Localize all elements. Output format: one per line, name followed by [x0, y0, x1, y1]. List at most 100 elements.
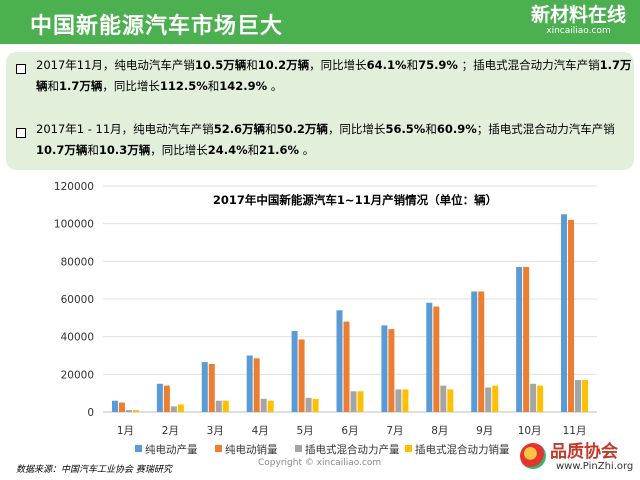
bar [222, 400, 229, 412]
legend-label: 插电式混合动力产量 [305, 443, 400, 456]
bar [516, 266, 523, 412]
bar [343, 321, 350, 412]
highlight-figure: 64.1% [366, 58, 407, 72]
bullet-icon [16, 128, 26, 138]
legend-swatch [405, 445, 412, 452]
bar [260, 398, 267, 412]
bar [132, 410, 139, 412]
bar [523, 266, 530, 412]
highlight-figure: 1.7万辆 [36, 58, 632, 93]
legend-swatch [135, 445, 142, 452]
bar [208, 363, 215, 412]
paragraph-text: ；插电式混合动力汽车产销 [476, 122, 615, 136]
paragraph-text: 和 [87, 143, 99, 157]
highlight-figure: 52.6万辆 [213, 122, 266, 136]
x-tick-label: 10月 [518, 425, 542, 437]
y-tick-label: 0 [87, 407, 94, 419]
bar [291, 331, 298, 412]
x-tick-label: 4月 [252, 425, 269, 437]
highlight-figure: 142.9% [219, 79, 268, 93]
paragraph-text: 2017年1 - 11月，纯电动汽车产销 [36, 122, 214, 136]
bar [201, 362, 208, 412]
paragraph-text: 和 [247, 143, 260, 157]
x-tick-label: 5月 [296, 425, 313, 437]
paragraph-text: ，同比增长 [102, 79, 160, 93]
highlight-figure: 10.5万辆 [194, 58, 247, 72]
brand-logo: 新材料在线 xincailiao.com [531, 4, 626, 37]
bar [582, 379, 589, 412]
bar [298, 339, 305, 412]
pinzhi-logo-mark-icon [520, 443, 546, 469]
x-tick-label: 2月 [162, 425, 179, 437]
bar [350, 391, 357, 412]
bar [118, 402, 125, 412]
highlight-figure: 21.6% [259, 143, 300, 157]
paragraph-text: 和 [406, 58, 419, 72]
bar [492, 385, 499, 412]
data-source-note: 数据来源：中国汽车工业协会 赛瑞研究 [16, 465, 172, 475]
highlight-figure: 10.2万辆 [257, 58, 310, 72]
paragraph-text: ，同比增长 [309, 58, 367, 72]
brand-logo-url: xincailiao.com [546, 26, 611, 36]
paragraph-text: 。 [299, 143, 315, 157]
legend-swatch [215, 445, 222, 452]
bar [381, 325, 388, 412]
paragraph-text: ；插电式混合动力汽车产销 [457, 58, 600, 72]
bar [215, 400, 222, 412]
bar [485, 387, 492, 412]
bar [253, 358, 260, 412]
bar [402, 389, 409, 412]
summary-paragraph-ytd: 2017年1 - 11月，纯电动汽车产销52.6万辆和50.2万辆，同比增长56… [36, 119, 634, 161]
highlight-figure: 56.5% [385, 122, 426, 136]
paragraph-text: ，同比增长 [150, 143, 208, 157]
bar [433, 306, 440, 412]
paragraph-text: 和 [425, 122, 437, 136]
bar [111, 400, 118, 412]
bar [156, 383, 163, 412]
bar [125, 410, 132, 412]
y-tick-label: 80000 [61, 256, 94, 268]
x-tick-label: 11月 [563, 425, 587, 437]
bar [478, 291, 485, 412]
x-tick-label: 3月 [207, 425, 224, 437]
bar [440, 385, 447, 412]
bar [163, 385, 170, 412]
bar [388, 329, 395, 412]
paragraph-text: 2017年11月，纯电动汽车产销 [36, 58, 195, 72]
sales-bar-chart: 2017年中国新能源汽车1~11月产销情况（单位：辆） 0 20000 40000 60… [54, 181, 597, 456]
bar [177, 404, 184, 412]
bar [530, 383, 537, 412]
pinzhi-logo-name: 品质协会 [550, 442, 618, 462]
bar [575, 379, 582, 412]
highlight-figure: 75.9% [418, 58, 458, 72]
y-tick-label: 120000 [54, 181, 94, 193]
y-tick-label: 100000 [54, 219, 94, 231]
bar [170, 406, 177, 412]
summary-box: 2017年11月，纯电动汽车产销10.5万辆和10.2万辆，同比增长64.1%和… [6, 52, 634, 170]
page-title: 中国新能源汽车市场巨大 [30, 14, 284, 39]
legend-label: 纯电动销量 [225, 443, 278, 456]
paragraph-text: 。 [267, 79, 283, 93]
highlight-figure: 60.9% [436, 122, 477, 136]
bar [312, 398, 319, 412]
highlight-figure: 24.4% [207, 143, 248, 157]
header-bar: 中国新能源汽车市场巨大 新材料在线 xincailiao.com [0, 0, 640, 44]
paragraph-text: 和 [246, 58, 258, 72]
x-tick-label: 8月 [431, 425, 448, 437]
bar [537, 385, 544, 412]
legend-swatch [295, 445, 302, 452]
bar [395, 389, 402, 412]
y-tick-label: 40000 [61, 332, 94, 344]
bar [561, 214, 568, 412]
copyright-note: Copyright © xincailiao.com [258, 458, 382, 468]
bar [246, 355, 253, 412]
paragraph-text: 和 [47, 79, 60, 93]
legend-label: 纯电动产量 [145, 443, 198, 456]
pinzhi-logo-url: www.PinZhi.org [556, 461, 634, 472]
paragraph-text: 和 [265, 122, 277, 136]
bar [357, 391, 364, 412]
x-tick-label: 7月 [386, 425, 403, 437]
bar [447, 389, 454, 412]
bar [305, 397, 312, 412]
highlight-figure: 50.2万辆 [276, 122, 328, 136]
